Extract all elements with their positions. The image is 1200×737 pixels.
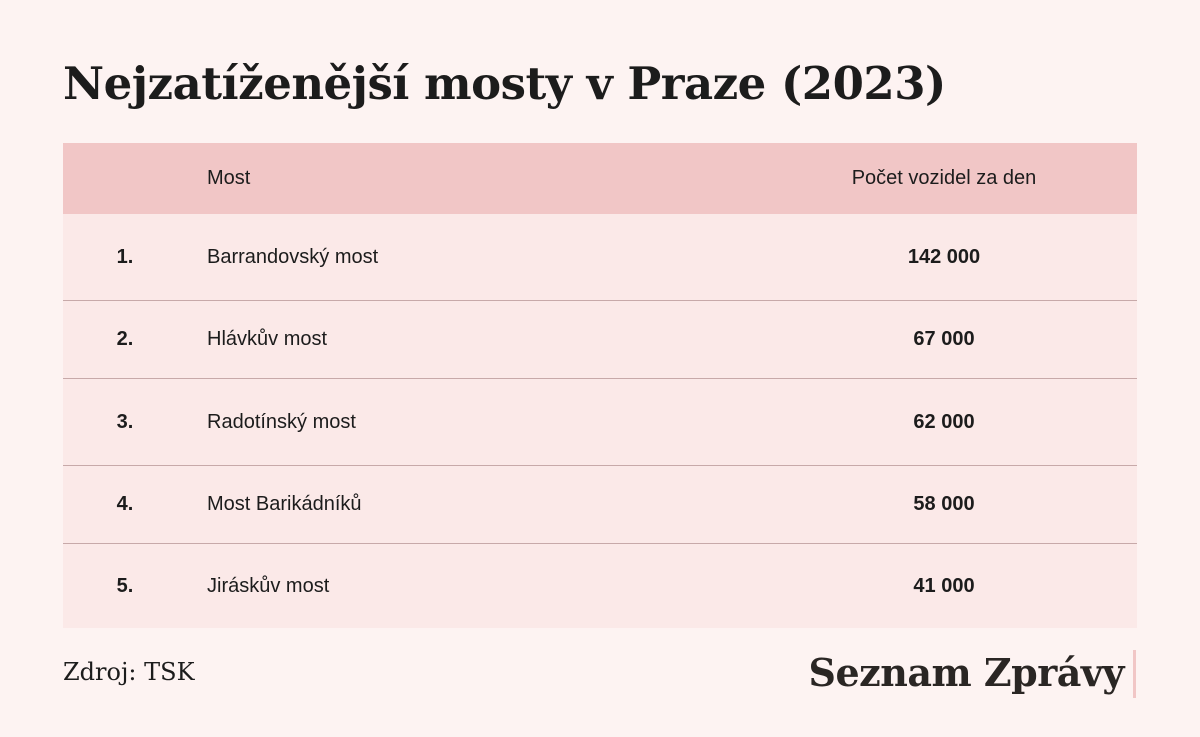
row-bridge-name: Hlávkův most (207, 328, 328, 350)
row-rank: 2. (116, 328, 134, 350)
row-bridge-name: Jiráskův most (207, 574, 330, 597)
table-row: 1. Barrandovský most 142 000 (63, 214, 1137, 301)
row-bridge-name: Radotínský most (207, 410, 356, 433)
row-vehicle-count: 67 000 (913, 328, 975, 350)
table-row: 2. Hlávkův most 67 000 (63, 301, 1137, 379)
row-rank: 3. (116, 410, 134, 433)
header-most: Most (207, 167, 251, 189)
row-bridge-name: Most Barikádníků (207, 493, 362, 515)
row-vehicle-count: 62 000 (913, 410, 975, 433)
row-rank: 1. (116, 245, 134, 268)
header-rank (63, 143, 187, 214)
row-rank: 5. (116, 574, 134, 597)
data-table: Most Počet vozidel za den 1. Barrandovsk… (63, 143, 1137, 628)
brand-logo: Seznam Zprávy (808, 650, 1125, 695)
row-rank: 4. (116, 493, 134, 515)
source-note: Zdroj: TSK (63, 658, 195, 686)
header-vehicles-per-day: Počet vozidel za den (851, 167, 1037, 189)
logo-accent-bar (1133, 650, 1136, 698)
table-row: 3. Radotínský most 62 000 (63, 379, 1137, 466)
table-body: 1. Barrandovský most 142 000 2. Hlávkův … (63, 214, 1137, 628)
row-vehicle-count: 58 000 (913, 493, 975, 515)
row-vehicle-count: 41 000 (913, 574, 975, 597)
table-header: Most Počet vozidel za den (63, 143, 1137, 214)
row-bridge-name: Barrandovský most (207, 245, 379, 268)
page-title: Nejzatíženější mosty v Praze (2023) (63, 57, 946, 110)
table-row: 5. Jiráskův most 41 000 (63, 544, 1137, 628)
table-row: 4. Most Barikádníků 58 000 (63, 466, 1137, 544)
row-vehicle-count: 142 000 (907, 245, 981, 268)
